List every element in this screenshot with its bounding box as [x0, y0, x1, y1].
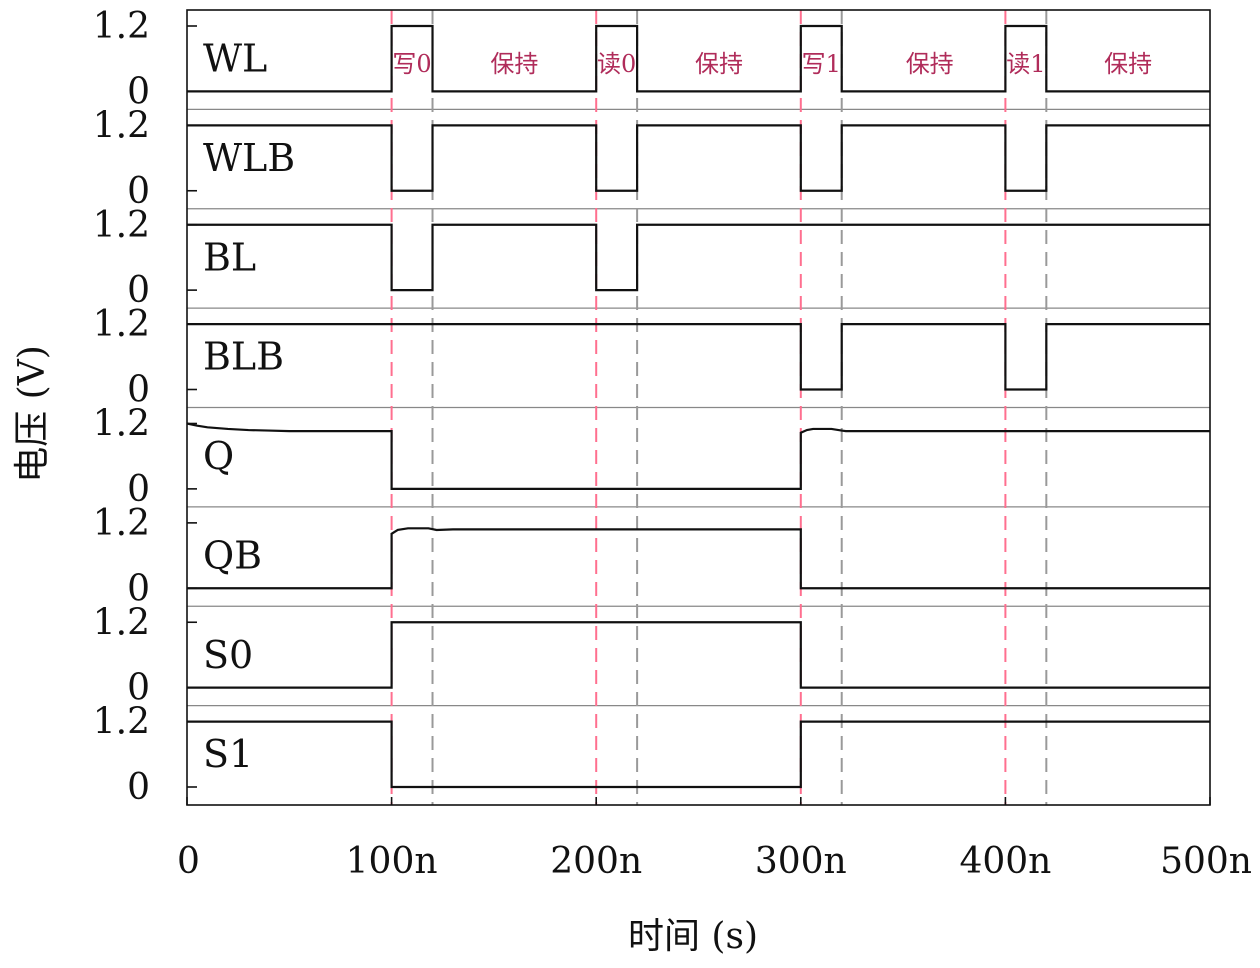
y-tick-label: 1.2	[93, 602, 150, 643]
y-tick-label: 0	[127, 668, 150, 709]
series-line-s1	[187, 720, 1210, 789]
x-tick-label: 200n	[550, 841, 642, 882]
y-tick-label: 1.2	[93, 702, 150, 743]
series-line-wl	[187, 24, 1210, 93]
phase-label: 保持	[1104, 50, 1152, 78]
phase-label: 读1	[1006, 50, 1045, 78]
x-tick-label: 0	[177, 841, 200, 882]
signal-label-wl: WL	[203, 37, 267, 81]
phase-label: 保持	[906, 50, 954, 78]
x-tick-label: 300n	[755, 841, 847, 882]
signal-label-s1: S1	[203, 732, 253, 776]
y-tick-label: 0	[127, 469, 150, 510]
x-tick-label: 400n	[959, 841, 1051, 882]
phase-label: 保持	[490, 50, 538, 78]
y-tick-label: 0	[127, 270, 150, 311]
series-line-wlb	[187, 124, 1210, 192]
phase-label: 写0	[392, 50, 431, 78]
y-tick-label: 0	[127, 71, 150, 112]
signal-label-q: Q	[203, 434, 234, 478]
y-tick-label: 0	[127, 767, 150, 808]
y-tick-labels: 1.201.201.201.201.201.201.201.20	[93, 6, 197, 808]
y-tick-label: 1.2	[93, 503, 150, 544]
signal-label-wlb: WLB	[203, 136, 295, 180]
phase-label: 读0	[597, 50, 636, 78]
x-axis: 0 100n 200n 300n 400n 500n	[177, 797, 1252, 882]
series-line-blb	[187, 323, 1210, 391]
panel-dividers	[187, 108, 1210, 707]
x-tick-label: 500n	[1160, 841, 1252, 882]
series-line-bl	[187, 223, 1210, 292]
y-axis-label: 电压 (V)	[12, 345, 53, 483]
y-tick-label: 1.2	[93, 304, 150, 345]
signal-traces	[186, 24, 1210, 789]
series-line-q	[186, 422, 1210, 490]
signal-label-blb: BLB	[203, 335, 284, 379]
y-tick-label: 1.2	[93, 404, 150, 445]
y-tick-label: 1.2	[93, 205, 150, 246]
series-line-qb	[187, 527, 1210, 590]
signal-label-bl: BL	[203, 235, 256, 279]
phase-label: 写1	[802, 50, 841, 78]
signal-label-s0: S0	[203, 633, 253, 677]
phase-label: 保持	[695, 50, 743, 78]
signal-labels: WL WLB BL BLB Q QB S0 S1	[203, 37, 295, 777]
y-tick-label: 0	[127, 568, 150, 609]
x-tick-label: 100n	[346, 841, 438, 882]
y-tick-label: 0	[127, 171, 150, 212]
plot-frame	[186, 9, 1211, 806]
y-tick-label: 1.2	[93, 6, 150, 47]
x-axis-label: 时间 (s)	[628, 916, 758, 957]
signal-label-qb: QB	[203, 533, 262, 577]
y-tick-label: 0	[127, 370, 150, 411]
y-tick-label: 1.2	[93, 105, 150, 146]
phase-labels: 写0 保持 读0 保持 写1 保持 读1 保持	[392, 50, 1152, 78]
series-line-s0	[187, 621, 1210, 689]
